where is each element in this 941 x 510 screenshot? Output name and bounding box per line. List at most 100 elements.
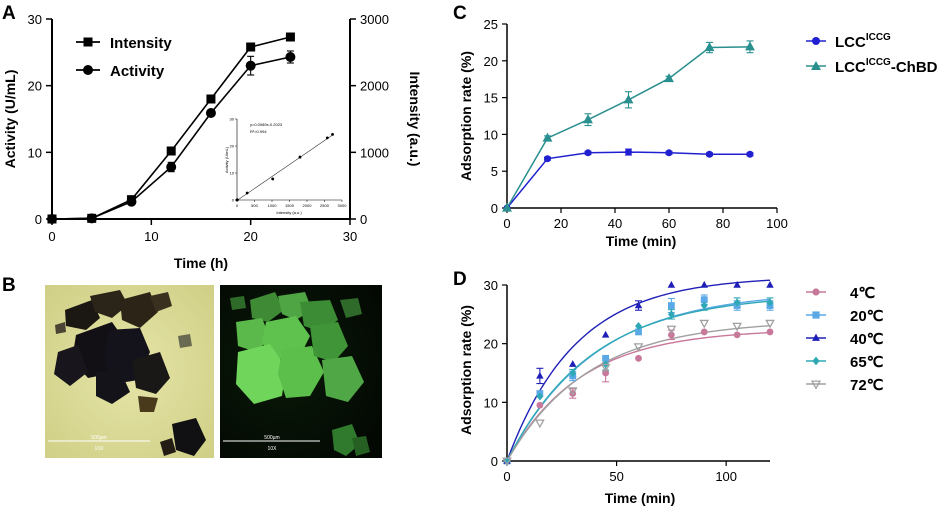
d-x-axis-label: Time (min) xyxy=(605,490,676,506)
c-point-series-1 xyxy=(583,114,593,124)
a-x-axis-label: Time (h) xyxy=(174,255,228,271)
c-point-series-1 xyxy=(745,41,755,51)
a-legend-activity-marker xyxy=(83,65,93,75)
a-point-intensity xyxy=(206,94,216,104)
inset-y-tick-label: 10 xyxy=(230,171,235,176)
panel-label-c: C xyxy=(453,3,467,24)
a-point-activity xyxy=(47,214,57,224)
c-line-series-0 xyxy=(506,151,750,209)
c-error-bars xyxy=(544,40,754,161)
d-point-series-0 xyxy=(700,328,708,336)
d-point-series-4 xyxy=(600,363,611,373)
d-legend-marker-1 xyxy=(812,311,820,319)
inset-x-label: Intensity (a.u.) xyxy=(276,210,302,215)
d-point-series-2 xyxy=(733,280,741,288)
panel-c-chart: 0 20 40 60 80 100 0 5 10 15 20 25 Time (min) Adsorp… xyxy=(458,17,938,249)
c-x-tick-label: 20 xyxy=(554,216,568,231)
d-point-series-4 xyxy=(502,457,512,467)
inset-fit-line xyxy=(236,134,333,201)
panel-label-a: A xyxy=(2,3,16,24)
d-point-series-4 xyxy=(666,325,677,335)
inset-y-tick-label: 0 xyxy=(232,198,235,203)
panel-label-b: B xyxy=(2,275,16,296)
inset-x-tick-label: 2500 xyxy=(320,203,330,208)
inset-y-label: Activity (U/mL) xyxy=(224,146,229,173)
a-y-tick-label: 20 xyxy=(28,79,42,94)
c-y-tick-label: 0 xyxy=(491,201,498,216)
c-point-series-0 xyxy=(746,150,754,158)
a-y2-tick-label: 2000 xyxy=(360,79,389,94)
d-point-series-2 xyxy=(536,371,544,379)
d-point-series-2 xyxy=(700,280,708,288)
d-point-series-4 xyxy=(535,419,545,429)
a-legend-intensity-label: Intensity xyxy=(110,35,172,52)
c-legend-chbd-label: LCCICCG-ChBD xyxy=(835,57,938,76)
d-legend-label-3: 65℃ xyxy=(850,354,884,371)
a-x-tick-label: 30 xyxy=(343,229,357,244)
a-legend-intensity-marker xyxy=(83,37,93,47)
brightfield-scale-label: 500μm xyxy=(91,435,106,441)
d-y-axis-label: Adsorption rate (%) xyxy=(458,305,474,435)
c-ticks: 0 20 40 60 80 100 0 5 10 15 20 25 xyxy=(484,17,788,231)
c-point-series-1 xyxy=(623,94,634,104)
a-point-activity xyxy=(166,162,177,172)
c-legend-lcc-sup: ICCG xyxy=(866,32,891,43)
d-point-series-0 xyxy=(536,401,544,409)
d-point-series-3 xyxy=(635,321,642,331)
a-y2-axis-label: Intensity (a.u.) xyxy=(407,72,423,167)
inset-r-squared: R²=0.994 xyxy=(250,129,267,134)
a-point-intensity xyxy=(246,42,256,52)
a-y2-tick-label: 0 xyxy=(360,212,367,227)
c-point-series-1 xyxy=(664,73,674,83)
inset-y-tick-label: 20 xyxy=(230,144,235,149)
c-x-tick-label: 40 xyxy=(608,216,622,231)
c-y-tick-label: 25 xyxy=(484,17,498,32)
c-y-tick-label: 5 xyxy=(491,164,498,179)
inset-x-tick-label: 1500 xyxy=(285,203,295,208)
a-inset-chart: 0 500 1000 1500 2000 2500 3000 0 10 20 30 y=0.0089… xyxy=(224,117,347,216)
d-point-series-1 xyxy=(667,302,675,309)
d-point-series-4 xyxy=(633,343,644,353)
a-point-activity xyxy=(285,52,296,62)
d-point-series-0 xyxy=(667,331,675,339)
d-point-series-3 xyxy=(667,310,675,319)
a-markers xyxy=(47,32,296,224)
d-point-series-4 xyxy=(765,319,775,329)
a-point-activity xyxy=(205,108,216,118)
d-point-series-0 xyxy=(733,331,741,339)
a-x-tick-label: 10 xyxy=(144,229,158,244)
c-legend-chbd-sup: ICCG xyxy=(866,57,891,68)
c-x-tick-label: 0 xyxy=(503,216,510,231)
a-point-intensity xyxy=(166,146,176,156)
d-legend-label-0: 4℃ xyxy=(850,285,875,302)
d-ticks: 0 50 100 0 10 20 30 xyxy=(484,278,737,484)
d-markers xyxy=(502,280,775,467)
d-legend-label-4: 72℃ xyxy=(850,377,884,394)
inset-ticks: 0 500 1000 1500 2000 2500 3000 0 10 20 30 xyxy=(230,117,348,209)
brightfield-magnification-label: 10X xyxy=(95,446,105,452)
c-legend-lcc-marker xyxy=(812,37,820,45)
c-series-lines xyxy=(506,46,751,209)
d-fit-series-4 xyxy=(506,325,771,462)
d-point-series-0 xyxy=(766,328,774,336)
panel-d-chart: 0 50 100 0 10 20 30 Time (min) Adsorption rate… xyxy=(458,278,884,506)
d-point-series-2 xyxy=(766,280,774,288)
c-y-tick-label: 10 xyxy=(484,127,498,142)
d-y-tick-label: 10 xyxy=(484,395,498,410)
d-point-series-3 xyxy=(733,298,741,307)
inset-x-tick-label: 2000 xyxy=(303,203,313,208)
c-legend-lcc-name: LCC xyxy=(835,34,866,51)
d-point-series-0 xyxy=(635,354,642,362)
c-y-axis-label: Adsorption rate (%) xyxy=(458,51,474,181)
d-point-series-4 xyxy=(699,319,710,329)
a-x-tick-label: 20 xyxy=(243,229,257,244)
d-x-tick-label: 100 xyxy=(715,469,737,484)
d-legend-label-1: 20℃ xyxy=(850,308,884,325)
a-line-activity xyxy=(51,56,291,220)
c-markers xyxy=(502,41,755,212)
d-legend-marker-0 xyxy=(812,288,820,296)
fluorescence-crystals xyxy=(230,292,370,456)
a-point-intensity xyxy=(285,32,295,42)
